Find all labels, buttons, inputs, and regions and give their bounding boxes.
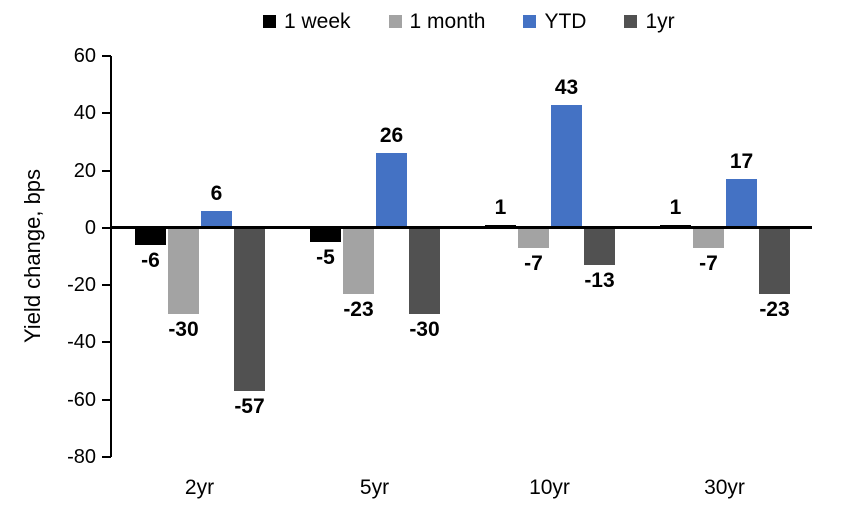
- bar-ytd-30yr: [726, 179, 757, 228]
- legend-swatch-icon: [388, 14, 402, 28]
- y-axis-tick: [102, 226, 111, 229]
- bar-value-label: -7: [699, 251, 718, 275]
- bar-value-label: -30: [409, 317, 440, 341]
- y-tick-label: -20: [67, 274, 96, 297]
- bar-ytd-5yr: [376, 153, 407, 228]
- bar-value-label: -7: [524, 251, 543, 275]
- bar-ytd-2yr: [201, 210, 232, 228]
- y-axis-tick: [102, 55, 111, 57]
- bar-1-week-2yr: [135, 227, 166, 246]
- x-category-label: 30yr: [704, 476, 745, 499]
- y-tick-label: 60: [73, 45, 96, 67]
- bar-1yr-10yr: [584, 227, 615, 266]
- y-axis-tick: [102, 398, 111, 401]
- y-tick-label: 20: [73, 159, 96, 182]
- bar-value-label: -5: [316, 246, 335, 270]
- y-axis-tick: [102, 169, 111, 172]
- bar-1yr-30yr: [759, 227, 790, 294]
- y-axis-title: Yield change, bps: [20, 168, 45, 344]
- y-axis-tick: [102, 341, 111, 344]
- bar-value-label: -30: [168, 317, 199, 341]
- bar-value-label: -13: [584, 269, 615, 293]
- y-tick-label: -40: [67, 331, 96, 354]
- y-tick-label: 40: [73, 102, 96, 125]
- bar-1-month-30yr: [693, 227, 724, 248]
- bar-value-label: 6: [210, 181, 223, 205]
- bar-value-label: 1: [669, 195, 682, 219]
- bar-ytd-10yr: [551, 104, 582, 228]
- y-tick-label: 0: [84, 216, 96, 239]
- bar-value-label: 26: [379, 124, 404, 148]
- legend-label: YTD: [544, 9, 587, 33]
- bar-value-label: -23: [343, 297, 374, 321]
- y-axis-tick: [102, 112, 111, 115]
- y-axis-tick: [102, 284, 111, 287]
- x-category-label: 2yr: [184, 476, 215, 499]
- legend-label: 1 month: [409, 9, 486, 33]
- legend-item-1-week: 1 week: [263, 11, 351, 32]
- legend-item-1-month: 1 month: [388, 9, 486, 33]
- legend-label: 1 week: [284, 9, 351, 33]
- bar-value-label: 17: [729, 150, 754, 174]
- bar-1-week-5yr: [310, 227, 341, 243]
- legend-swatch-icon: [263, 14, 276, 28]
- bar-1-month-5yr: [343, 227, 374, 294]
- chart-legend: 1 week 1 month YTD 1yr: [263, 5, 675, 37]
- x-category-label: 10yr: [529, 476, 570, 499]
- y-axis-tick: [102, 456, 111, 458]
- bar-value-label: -6: [141, 249, 160, 273]
- legend-swatch-icon: [624, 14, 638, 28]
- y-tick-label: -60: [67, 388, 96, 411]
- bar-value-label: 43: [554, 75, 579, 99]
- legend-swatch-icon: [523, 14, 537, 28]
- y-tick-label: -80: [67, 446, 96, 468]
- bar-value-label: 1: [494, 195, 507, 219]
- bar-value-label: -23: [759, 297, 790, 321]
- legend-item-1yr: 1yr: [624, 9, 675, 33]
- bar-1-month-10yr: [518, 227, 549, 248]
- bar-1-month-2yr: [168, 227, 199, 314]
- bar-1yr-5yr: [409, 227, 440, 314]
- zero-baseline: [110, 226, 812, 230]
- bar-1yr-2yr: [234, 227, 265, 392]
- bar-value-label: -57: [234, 395, 265, 419]
- y-axis-line: [110, 56, 112, 457]
- x-category-label: 5yr: [359, 476, 390, 499]
- legend-label: 1yr: [645, 9, 675, 33]
- legend-item-ytd: YTD: [523, 11, 586, 32]
